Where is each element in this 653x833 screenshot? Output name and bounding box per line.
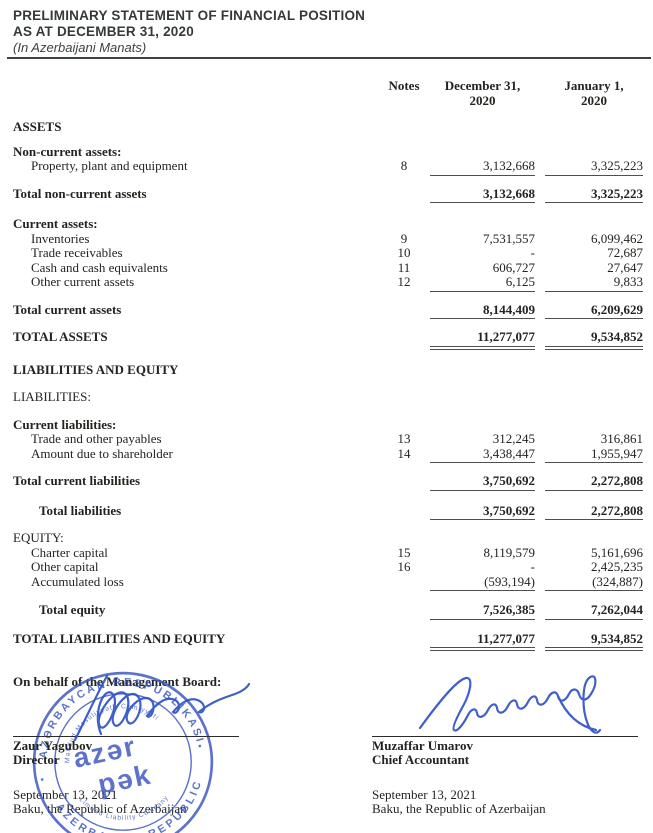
row-property-plant-equipment: Property, plant and equipment 8 3,132,66… (13, 158, 643, 176)
signature-section: On behalf of the Management Board: AZƏRB… (13, 669, 643, 833)
accountant-date: September 13, 2021 (372, 786, 477, 802)
row-total-current-assets: Total current assets 8,144,409 6,209,629 (13, 302, 643, 319)
director-signature-line (13, 735, 239, 737)
accountant-title: Chief Accountant (372, 752, 470, 767)
director-date-place: September 13, 2021 Baku, the Republic of… (13, 786, 372, 817)
row-total-non-current-assets: Total non-current assets 3,132,668 3,325… (13, 186, 643, 203)
row-total-liabilities-and-equity: TOTAL LIABILITIES AND EQUITY 11,277,077 … (13, 631, 643, 651)
row-inventories: Inventories 9 7,531,557 6,099,462 (31, 230, 643, 246)
director-place: Baku, the Republic of Azerbaijan (13, 801, 187, 816)
accountant-signature-line (372, 735, 638, 737)
row-accumulated-loss: Accumulated loss (593,194) (324,887) (13, 574, 643, 591)
row-other-current-assets: Other current assets 12 6,125 9,833 (13, 274, 643, 292)
row-equity-header: EQUITY: (13, 530, 64, 545)
row-other-capital: Other capital 16 - 2,425,235 (31, 559, 643, 574)
accountant-place: Baku, the Republic of Azerbaijan (372, 801, 546, 816)
row-trade-receivables: Trade receivables 10 - 72,687 (31, 245, 643, 260)
row-charter-capital: Charter capital 15 8,119,579 5,161,696 (31, 544, 643, 560)
currency-note: (In Azerbaijani Manats) (13, 40, 147, 55)
accountant-date-place: September 13, 2021 Baku, the Republic of… (372, 786, 643, 817)
row-liabilities-header: LIABILITIES: (13, 389, 91, 404)
signature-row: Zaur Yagubov Director Muzaffar Umarov Ch… (13, 674, 643, 768)
on-behalf-label: On behalf of the Management Board: (13, 674, 222, 689)
director-title: Director (13, 752, 60, 767)
row-non-current-assets: Non-current assets: (13, 143, 122, 159)
row-total-equity: Total equity 7,526,385 7,262,044 (13, 602, 643, 620)
accountant-signature-block: Muzaffar Umarov Chief Accountant (372, 674, 643, 768)
page-title-date: AS AT DECEMBER 31, 2020 (13, 24, 194, 39)
row-trade-payables: Trade and other payables 13 312,245 316,… (31, 431, 643, 446)
accountant-name: Muzaffar Umarov (372, 737, 473, 753)
header-divider (7, 57, 651, 59)
spacer (13, 79, 378, 108)
row-current-liabilities: Current liabilities: (13, 416, 117, 432)
row-assets-header: ASSETS (13, 119, 62, 134)
svg-text:•: • (39, 774, 45, 787)
col-header-dec2020: December 31, 2020 (444, 78, 521, 108)
director-date: September 13, 2021 (13, 786, 118, 802)
col-header-jan2020: January 1, 2020 (564, 78, 624, 108)
row-total-assets: TOTAL ASSETS 11,277,077 9,534,852 (13, 329, 643, 350)
table-column-headers: Notes December 31, 2020 January 1, 2020 (13, 78, 643, 108)
dates-row: September 13, 2021 Baku, the Republic of… (13, 786, 643, 817)
row-current-assets: Current assets: (13, 216, 98, 231)
director-name: Zaur Yagubov (13, 737, 93, 753)
director-signature-block: Zaur Yagubov Director (13, 674, 372, 768)
row-due-to-shareholder: Amount due to shareholder 14 3,438,447 1… (13, 446, 643, 463)
row-total-liabilities: Total liabilities 3,750,692 2,272,808 (13, 503, 643, 520)
row-cash-equivalents: Cash and cash equivalents 11 606,727 27,… (31, 259, 643, 275)
col-header-notes: Notes (388, 78, 420, 93)
row-liabilities-and-equity-header: LIABILITIES AND EQUITY (13, 361, 179, 377)
page-title: PRELIMINARY STATEMENT OF FINANCIAL POSIT… (13, 8, 366, 23)
row-total-current-liabilities: Total current liabilities 3,750,692 2,27… (13, 473, 643, 491)
